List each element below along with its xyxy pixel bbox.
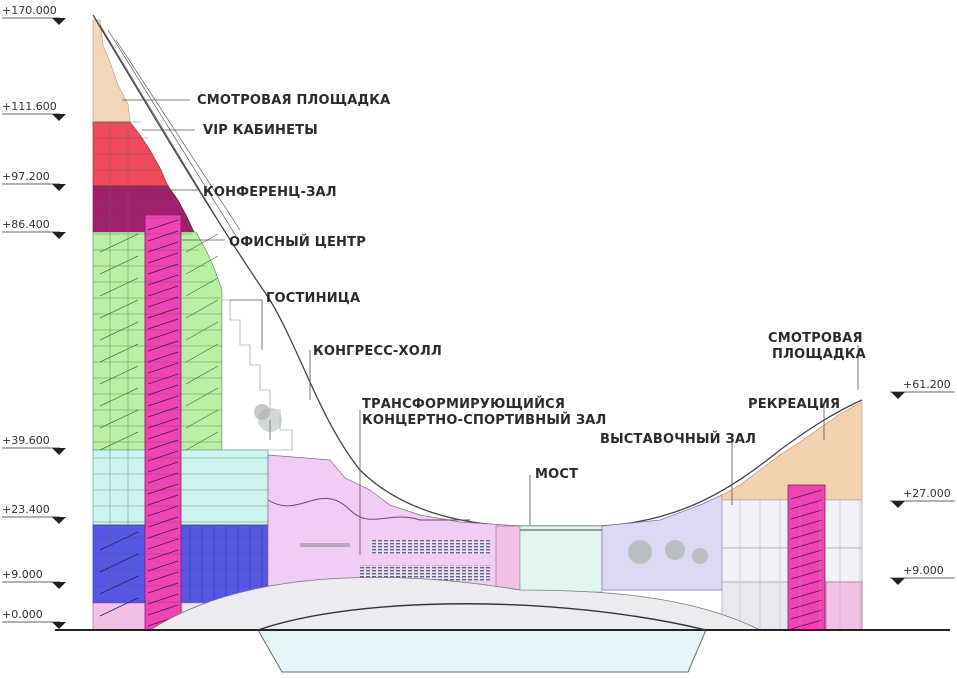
level-value: +97.200 [2, 170, 50, 183]
label-bridge: МОСТ [535, 467, 578, 482]
atrium [254, 404, 282, 440]
label-recreation: РЕКРЕАЦИЯ [748, 397, 840, 412]
level-marker-right: +27.000 [890, 487, 955, 508]
level-marker-left: +97.200 [2, 170, 66, 191]
office-block-right [179, 231, 223, 451]
right-grid [739, 489, 861, 630]
core-right [787, 484, 826, 631]
label-observation-deck-right-line1: СМОТРОВАЯ [768, 331, 863, 346]
levels-right: +61.200 +27.000 +9.000 [890, 378, 955, 585]
label-transforming-hall-line1: ТРАНСФОРМИРУЮЩИЙСЯ [362, 396, 565, 412]
level-value: +61.200 [903, 378, 951, 391]
level-marker-left: +0.000 [2, 608, 66, 629]
level-value: +170.000 [2, 4, 57, 17]
level-value: +9.000 [2, 568, 43, 581]
label-vip-offices: VIP КАБИНЕТЫ [203, 123, 318, 138]
hall-seating-upper [370, 540, 490, 554]
label-office-center: ОФИСНЫЙ ЦЕНТР [229, 234, 366, 250]
hall-seating-lower [360, 565, 490, 581]
ground [55, 577, 950, 673]
levels-left: +170.000 +111.600 +97.200 +86.400 +39.600 +23… [2, 4, 66, 629]
level-marker-left: +170.000 [2, 4, 66, 25]
facade-lines [92, 14, 863, 527]
level-value: +9.000 [903, 564, 944, 577]
level-marker-right: +61.200 [890, 378, 955, 399]
base-block [92, 602, 149, 631]
tower-grid [93, 121, 268, 627]
level-value: +0.000 [2, 608, 43, 621]
concert-hall [267, 454, 521, 591]
water [257, 629, 707, 673]
label-exhibition-hall: ВЫСТАВОЧНЫЙ ЗАЛ [600, 431, 756, 447]
level-value: +27.000 [903, 487, 951, 500]
bridge-block [519, 525, 603, 593]
level-marker-left: +9.000 [2, 568, 66, 589]
level-value: +23.400 [2, 503, 50, 516]
label-observation-deck-right-line2: ПЛОЩАДКА [772, 347, 866, 362]
right-building [721, 401, 863, 631]
leaders [122, 99, 859, 555]
level-marker-left: +39.600 [2, 434, 66, 455]
level-value: +111.600 [2, 100, 57, 113]
hall-right-pink [495, 525, 521, 591]
label-hotel: ГОСТИНИЦА [266, 291, 360, 306]
label-congress-hall: КОНГРЕСС-ХОЛЛ [313, 344, 442, 359]
exhibition-hall [601, 494, 723, 591]
level-value: +39.600 [2, 434, 50, 447]
level-value: +86.400 [2, 218, 50, 231]
level-marker-left: +86.400 [2, 218, 66, 239]
level-marker-left: +23.400 [2, 503, 66, 524]
core-left [144, 214, 182, 631]
label-observation-deck-top: СМОТРОВАЯ ПЛОЩАДКА [197, 93, 390, 108]
label-conference-hall: КОНФЕРЕНЦ-ЗАЛ [203, 185, 337, 200]
level-marker-right: +9.000 [890, 564, 955, 585]
label-transforming-hall-line2: КОНЦЕРТНО-СПОРТИВНЫЙ ЗАЛ [362, 412, 607, 428]
level-marker-left: +111.600 [2, 100, 66, 121]
